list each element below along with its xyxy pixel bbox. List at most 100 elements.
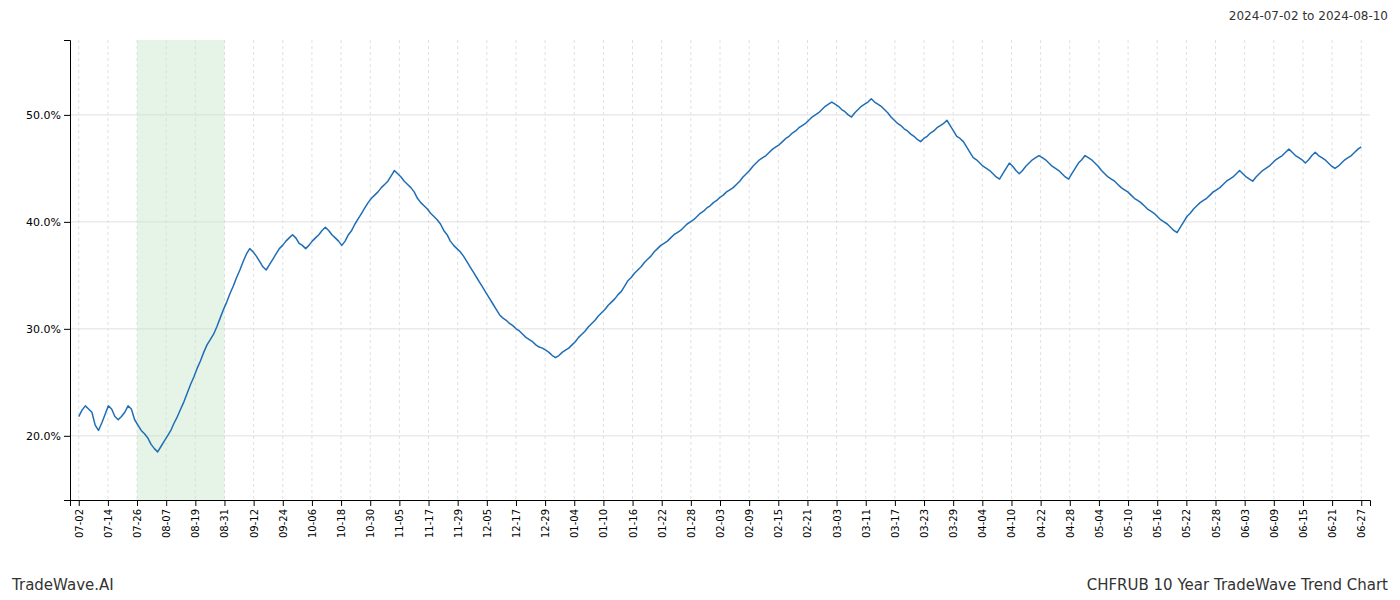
x-tick: 02-21 [802, 500, 813, 538]
x-tick-mark [1186, 500, 1187, 506]
x-tick: 09-24 [278, 500, 289, 538]
x-tick-label: 06-15 [1298, 509, 1309, 538]
x-tick-mark [195, 500, 196, 506]
grid-line-x [370, 40, 371, 500]
x-tick-mark [603, 500, 604, 506]
x-tick: 01-10 [598, 500, 609, 538]
grid-line-x [486, 40, 487, 500]
y-axis-line [64, 41, 71, 501]
grid-line-x [778, 40, 779, 500]
x-tick: 08-19 [190, 500, 201, 538]
x-tick-mark [633, 500, 634, 506]
y-tick-label: 20.0% [26, 430, 61, 443]
x-tick: 01-04 [569, 500, 580, 538]
x-tick-label: 01-22 [657, 509, 668, 538]
x-tick: 12-17 [511, 500, 522, 538]
grid-line-x [1302, 40, 1303, 500]
grid-line-x [894, 40, 895, 500]
grid-line-x [1157, 40, 1158, 500]
grid-line-x [1332, 40, 1333, 500]
x-tick: 02-03 [715, 500, 726, 538]
x-tick-mark [1041, 500, 1042, 506]
x-tick: 06-27 [1356, 500, 1367, 538]
x-tick: 08-07 [161, 500, 172, 538]
x-tick-label: 02-09 [744, 509, 755, 538]
grid-line-x [807, 40, 808, 500]
x-tick-label: 02-03 [715, 509, 726, 538]
x-tick: 06-09 [1269, 500, 1280, 538]
grid-line-x [399, 40, 400, 500]
grid-line-x [78, 40, 79, 500]
chart-container: 07-0207-1407-2608-0708-1908-3109-1209-24… [0, 0, 1400, 600]
x-tick-label: 05-28 [1211, 509, 1222, 538]
title: CHFRUB 10 Year TradeWave Trend Chart [1087, 576, 1388, 594]
x-tick: 04-22 [1036, 500, 1047, 538]
x-axis-line [71, 501, 1371, 507]
x-tick: 07-14 [103, 500, 114, 538]
x-tick-mark [749, 500, 750, 506]
x-tick-mark [79, 500, 80, 506]
x-tick-label: 01-04 [569, 509, 580, 538]
grid-line-x [1011, 40, 1012, 500]
x-tick: 07-26 [132, 500, 143, 538]
trend-line [79, 99, 1362, 452]
x-tick: 03-11 [861, 500, 872, 538]
x-tick-mark [837, 500, 838, 506]
x-tick-label: 12-29 [540, 509, 551, 538]
x-tick: 11-05 [394, 500, 405, 538]
grid [70, 40, 1370, 500]
x-tick: 12-05 [482, 500, 493, 538]
x-tick: 08-31 [219, 500, 230, 538]
x-tick: 03-29 [948, 500, 959, 538]
x-tick-mark [778, 500, 779, 506]
x-tick: 06-21 [1327, 500, 1338, 538]
x-tick-label: 06-27 [1356, 509, 1367, 538]
grid-line-x [690, 40, 691, 500]
grid-line-x [603, 40, 604, 500]
x-tick-mark [370, 500, 371, 506]
x-tick-mark [516, 500, 517, 506]
x-tick-label: 11-05 [394, 509, 405, 538]
subtitle: 2024-07-02 to 2024-08-10 [1229, 9, 1388, 23]
x-tick: 01-16 [628, 500, 639, 538]
x-tick-label: 02-15 [773, 509, 784, 538]
grid-line-x [1040, 40, 1041, 500]
x-tick: 01-22 [657, 500, 668, 538]
x-tick-label: 02-21 [802, 509, 813, 538]
x-tick: 05-16 [1152, 500, 1163, 538]
grid-line-x [1244, 40, 1245, 500]
x-tick-label: 03-23 [919, 509, 930, 538]
grid-line-x [1128, 40, 1129, 500]
x-tick: 05-10 [1123, 500, 1134, 538]
x-tick-mark [1303, 500, 1304, 506]
x-tick: 10-18 [336, 500, 347, 538]
y-tick-mark [64, 329, 70, 330]
x-tick-label: 04-10 [1006, 509, 1017, 538]
x-tick-label: 08-19 [190, 509, 201, 538]
grid-line-x [749, 40, 750, 500]
grid-line-x [982, 40, 983, 500]
x-tick-mark [254, 500, 255, 506]
x-tick-mark [866, 500, 867, 506]
x-tick-mark [720, 500, 721, 506]
y-tick: 30.0% [26, 323, 70, 336]
x-tick-label: 10-18 [336, 509, 347, 538]
x-tick: 02-15 [773, 500, 784, 538]
x-tick-mark [312, 500, 313, 506]
x-tick-label: 05-04 [1094, 509, 1105, 538]
x-tick-mark [1070, 500, 1071, 506]
grid-line-x [865, 40, 866, 500]
grid-line-x [253, 40, 254, 500]
x-tick-label: 07-02 [74, 509, 85, 538]
x-tick-mark [224, 500, 225, 506]
x-tick-mark [982, 500, 983, 506]
x-tick-mark [1128, 500, 1129, 506]
x-tick: 01-28 [686, 500, 697, 538]
x-tick: 04-10 [1006, 500, 1017, 538]
x-tick-mark [662, 500, 663, 506]
x-tick-label: 03-17 [890, 509, 901, 538]
x-tick: 03-23 [919, 500, 930, 538]
x-tick: 03-03 [832, 500, 843, 538]
x-tick-mark [341, 500, 342, 506]
x-tick-label: 12-17 [511, 509, 522, 538]
